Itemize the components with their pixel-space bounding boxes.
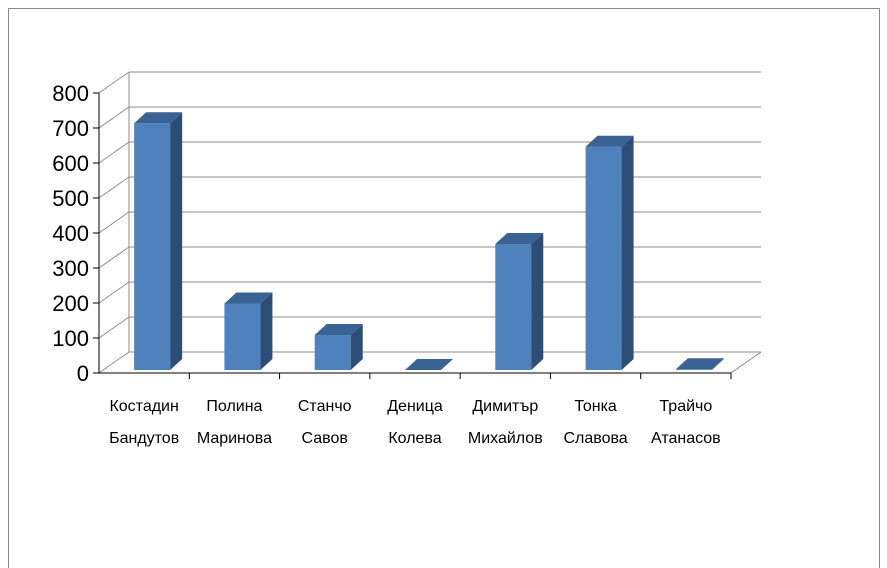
y-tick-labels: 0 100 200 300 400 500 600 700 800 [52,81,89,386]
x-category-label: Славова [563,430,627,447]
x-category-label: Деница [387,398,443,415]
bar-side [350,324,363,370]
bar-top [314,324,363,335]
y-tick-label: 700 [52,116,89,141]
x-category-label: Трайчо [659,398,712,415]
y-tick-label: 0 [77,361,89,386]
y-tick-label: 400 [52,221,89,246]
gridline-side [98,106,130,129]
bar-front [224,303,261,370]
y-tick-label: 600 [52,151,89,176]
x-category-label: Димитър [472,398,538,415]
x-category-label: Маринова [197,430,272,447]
bar [134,112,183,370]
bar-top [134,112,183,124]
bar-side [621,135,634,370]
x-category-label: Михайлов [468,430,543,447]
y-tick-label: 200 [52,291,89,316]
x-category-label: Костадин [109,398,178,415]
bar [405,359,453,370]
x-category-label: Станчо [298,398,352,415]
bar-front [585,146,622,370]
y-tick-label: 800 [52,81,89,106]
bar [585,135,634,370]
x-category-label: Савов [302,430,348,447]
y-tick-label: 100 [52,326,89,351]
gridline-side [98,71,130,94]
bar-top [224,292,273,304]
y-tick-label: 500 [52,186,89,211]
bar-front [495,244,532,370]
bar [224,292,273,370]
gridline-side [98,211,130,234]
bar-front [675,369,712,370]
bar-side [170,112,183,370]
bar-top [495,233,544,244]
bar-top [585,135,634,147]
x-category-label: Тонка [574,398,617,415]
bar-side [260,292,273,370]
x-category-labels: Костадин Бандутов Полина Маринова Станчо Саво… [109,398,721,447]
bar-top [675,358,724,370]
bar [495,233,544,370]
x-category-label: Колева [388,430,441,447]
x-category-label: Атанасов [651,430,721,447]
x-category-label: Бандутов [109,430,179,447]
gridline-side [98,141,130,164]
gridline-side [98,246,130,269]
gridline-side [98,176,130,199]
bar [314,324,363,370]
bar-side [531,233,544,370]
axes [93,92,732,379]
floor-edge [730,351,762,374]
bar-front [314,335,351,370]
gridline-side [98,351,130,374]
gridline-side [98,281,130,304]
bar [675,358,724,370]
bar-front [134,123,171,370]
bar-side [711,358,724,370]
bars [134,112,724,370]
gridlines [98,71,762,374]
y-tick-label: 300 [52,256,89,281]
x-category-label: Полина [206,398,262,415]
gridline-side [98,316,130,339]
bar-top [405,359,453,370]
